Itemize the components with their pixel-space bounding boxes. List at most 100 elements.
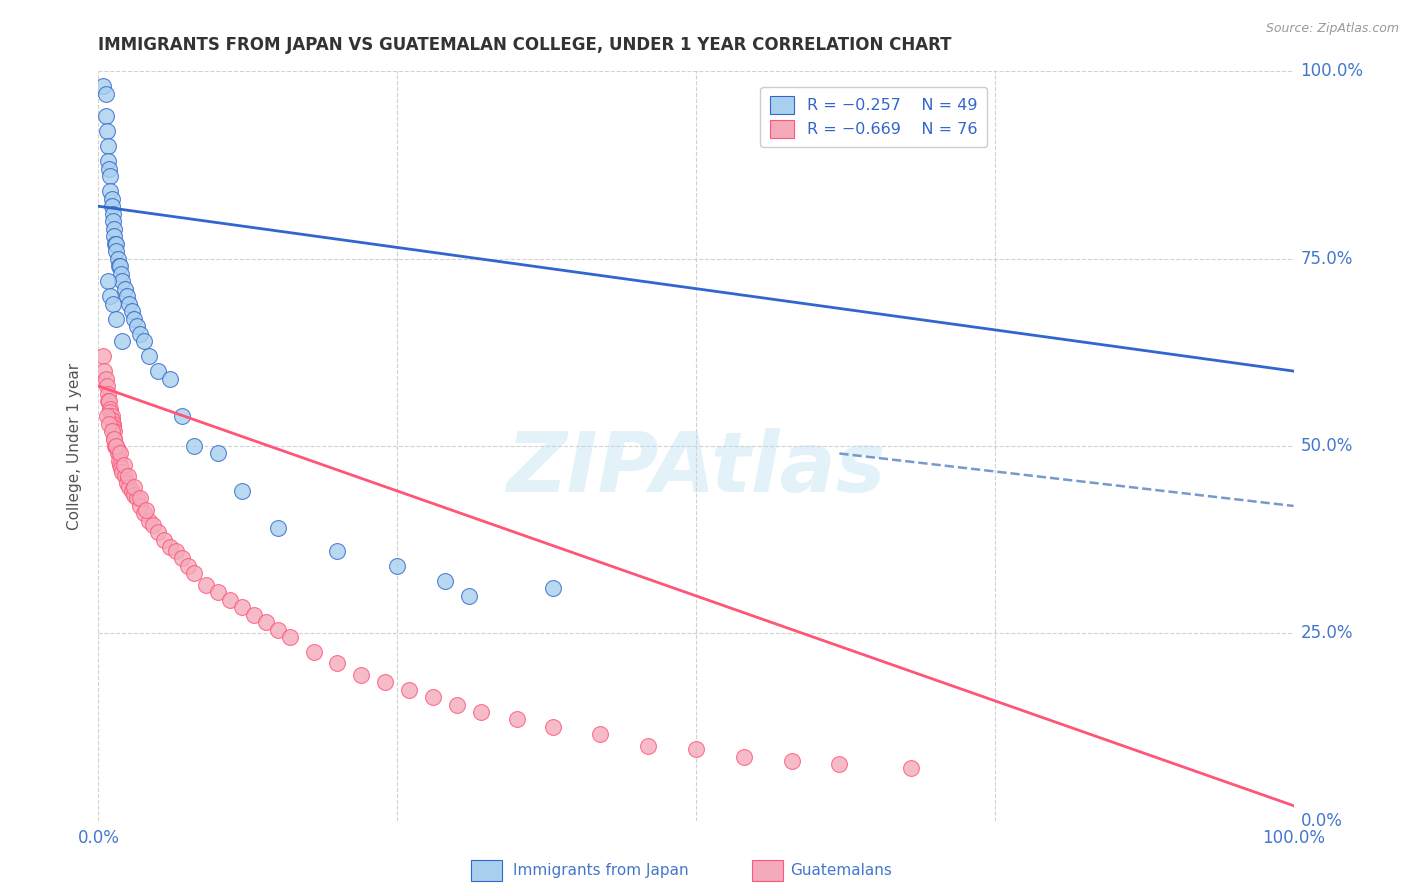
Point: [105, 311, 128, 326]
Point: [94, 109, 117, 123]
Point: [96, 409, 118, 423]
Text: IMMIGRANTS FROM JAPAN VS GUATEMALAN COLLEGE, UNDER 1 YEAR CORRELATION CHART: IMMIGRANTS FROM JAPAN VS GUATEMALAN COLL…: [98, 36, 952, 54]
Point: [100, 424, 122, 438]
Point: [111, 465, 134, 479]
Point: [254, 615, 277, 629]
Point: [105, 439, 128, 453]
Point: [125, 491, 148, 506]
Point: [159, 540, 181, 554]
Point: [118, 480, 141, 494]
Point: [115, 289, 138, 303]
Point: [101, 420, 124, 434]
Point: [107, 252, 129, 266]
Point: [172, 551, 194, 566]
Point: [422, 690, 444, 704]
Point: [103, 221, 125, 235]
Point: [433, 574, 456, 588]
Point: [398, 682, 420, 697]
Text: 100.0%: 100.0%: [1301, 62, 1364, 80]
Point: [278, 630, 301, 644]
Point: [129, 491, 152, 506]
Point: [94, 371, 117, 385]
Point: [101, 296, 124, 310]
Point: [207, 585, 229, 599]
Point: [446, 698, 468, 712]
Point: [374, 675, 396, 690]
Point: [91, 349, 114, 363]
Point: [267, 521, 290, 535]
Point: [114, 469, 136, 483]
Point: [900, 761, 922, 775]
Point: [124, 480, 146, 494]
Point: [148, 525, 170, 540]
Point: [177, 558, 200, 573]
Point: [118, 296, 141, 310]
Point: [104, 236, 127, 251]
Point: [135, 502, 157, 516]
Point: [100, 192, 122, 206]
Point: [124, 311, 146, 326]
Point: [98, 401, 122, 416]
Point: [117, 469, 139, 483]
Point: [105, 236, 128, 251]
Point: [112, 458, 135, 472]
Point: [541, 720, 564, 734]
Point: [132, 507, 155, 521]
Point: [114, 282, 136, 296]
Point: [97, 139, 120, 153]
Text: ZIPAtlas: ZIPAtlas: [506, 428, 886, 509]
Point: [138, 514, 160, 528]
Text: Guatemalans: Guatemalans: [790, 863, 891, 878]
Point: [98, 169, 122, 184]
Point: [97, 394, 120, 409]
Point: [93, 364, 115, 378]
Point: [685, 742, 707, 756]
Point: [125, 319, 148, 334]
Point: [108, 458, 131, 472]
Point: [326, 544, 349, 558]
Point: [121, 483, 143, 498]
Point: [165, 544, 187, 558]
Point: [828, 757, 851, 772]
Point: [100, 199, 122, 213]
Point: [132, 334, 155, 348]
Point: [105, 439, 128, 453]
Point: [231, 483, 253, 498]
Text: Source: ZipAtlas.com: Source: ZipAtlas.com: [1265, 22, 1399, 36]
Point: [172, 409, 194, 423]
Point: [98, 161, 121, 176]
Point: [637, 739, 659, 753]
Text: 50.0%: 50.0%: [1301, 437, 1353, 455]
Point: [101, 207, 124, 221]
Point: [183, 439, 205, 453]
Point: [267, 623, 290, 637]
Point: [103, 432, 125, 446]
Text: 75.0%: 75.0%: [1301, 250, 1353, 268]
Point: [108, 446, 131, 460]
Point: [91, 79, 114, 94]
Text: 25.0%: 25.0%: [1301, 624, 1353, 642]
Point: [243, 607, 266, 622]
Point: [350, 667, 373, 681]
Point: [159, 371, 181, 385]
Point: [326, 657, 349, 671]
Point: [207, 446, 229, 460]
Point: [458, 589, 481, 603]
Point: [194, 577, 217, 591]
Point: [470, 705, 492, 719]
Point: [105, 244, 128, 259]
Point: [231, 600, 253, 615]
Y-axis label: College, Under 1 year: College, Under 1 year: [67, 362, 83, 530]
Point: [124, 488, 146, 502]
Point: [100, 413, 122, 427]
Point: [129, 499, 152, 513]
Point: [733, 750, 755, 764]
Point: [385, 558, 409, 573]
Point: [142, 517, 165, 532]
Point: [148, 364, 170, 378]
Point: [94, 87, 117, 101]
Text: Immigrants from Japan: Immigrants from Japan: [513, 863, 689, 878]
Point: [98, 417, 121, 431]
Point: [129, 326, 152, 341]
Point: [98, 184, 122, 198]
